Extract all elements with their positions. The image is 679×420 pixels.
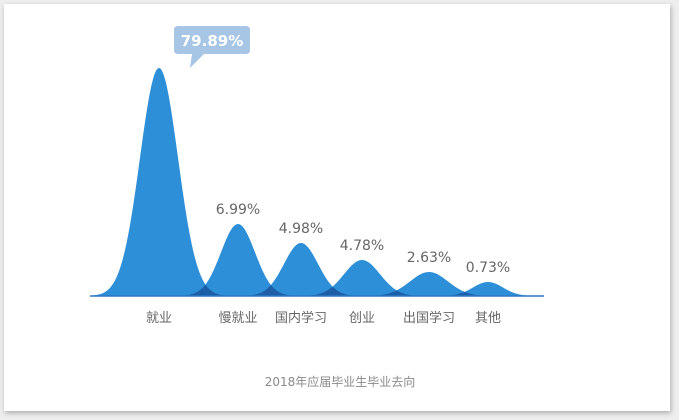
peak-2 (239, 243, 363, 296)
category-label-4: 出国学习 (403, 310, 455, 326)
peak-0 (90, 68, 228, 296)
chart-caption: 2018年应届毕业生毕业去向 (265, 374, 416, 389)
peak-overlap-0 (159, 285, 238, 296)
value-label-2: 4.98% (279, 221, 323, 237)
peak-3 (297, 260, 427, 296)
chart-frame: 79.89% 就业 慢就业 国内学习 创业 出国学习 其他 6.99% 4.98% 4.78% 2… (4, 4, 670, 411)
distribution-chart: 79.89% 就业 慢就业 国内学习 创业 出国学习 其他 6.99% 4.98% 4.78% 2… (90, 26, 544, 389)
peak-5 (434, 282, 542, 296)
value-label-5: 0.73% (466, 260, 510, 276)
peak-1 (176, 224, 300, 296)
peak-4 (360, 272, 498, 296)
value-callout: 79.89% (174, 26, 250, 68)
labels-layer: 就业 慢就业 国内学习 创业 出国学习 其他 6.99% 4.98% 4.78% 2.63% 0.7… (146, 202, 510, 326)
peak-overlap-1 (238, 285, 301, 296)
callout-box (174, 26, 250, 68)
value-label-4: 2.63% (407, 250, 451, 266)
category-label-5: 其他 (475, 311, 501, 326)
value-label-3: 4.78% (340, 238, 384, 254)
callout-value-label: 79.89% (181, 32, 243, 50)
value-label-1: 6.99% (216, 202, 260, 218)
peak-overlap-2 (301, 287, 362, 296)
category-label-0: 就业 (146, 311, 172, 326)
overlap-layer (159, 285, 488, 296)
category-label-1: 慢就业 (218, 310, 257, 326)
peaks-layer (90, 68, 542, 296)
category-label-2: 国内学习 (275, 310, 327, 326)
peak-overlap-3 (362, 290, 429, 296)
category-label-3: 创业 (349, 311, 375, 326)
peak-overlap-4 (429, 292, 488, 296)
